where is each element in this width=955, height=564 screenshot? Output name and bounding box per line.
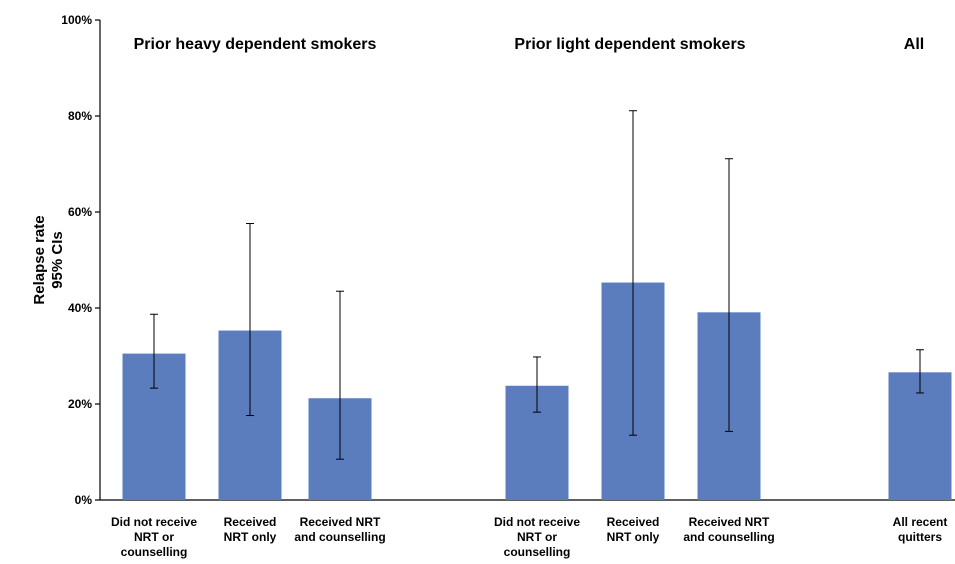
- x-tick-label: Received NRT and counselling: [294, 515, 385, 544]
- x-tick-label: Received NRT and counselling: [683, 515, 774, 544]
- x-tick-label: Received NRT only: [224, 515, 277, 544]
- y-axis-title: Relapse rate: [31, 215, 48, 304]
- y-tick-label: 100%: [61, 13, 92, 27]
- group-label: Prior light dependent smokers: [514, 36, 745, 53]
- y-tick-label: 40%: [68, 301, 92, 315]
- error-bars: [150, 110, 924, 460]
- y-tick-label: 20%: [68, 397, 92, 411]
- group-label: Prior heavy dependent smokers: [134, 36, 377, 53]
- y-tick-label: 60%: [68, 205, 92, 219]
- x-tick-label: All recent quitters: [893, 515, 948, 544]
- y-tick-label: 80%: [68, 109, 92, 123]
- x-tick-label: Did not receive NRT or counselling: [111, 515, 197, 559]
- y-axis-label: Relapse rate 95% CIs: [31, 215, 66, 304]
- x-tick-label: Did not receive NRT or counselling: [494, 515, 580, 559]
- bar: [888, 372, 952, 500]
- group-labels: Prior heavy dependent smokers Prior light…: [134, 36, 925, 53]
- category-labels: Did not receive NRT or counselling Received…: [111, 515, 947, 559]
- group-label: All: [904, 36, 924, 53]
- y-axis-title: 95% CIs: [49, 231, 66, 289]
- y-axis: 0% 20% 40% 60% 80% 100%: [61, 13, 101, 507]
- x-tick-label: Received NRT only: [607, 515, 660, 544]
- y-tick-label: 0%: [75, 493, 93, 507]
